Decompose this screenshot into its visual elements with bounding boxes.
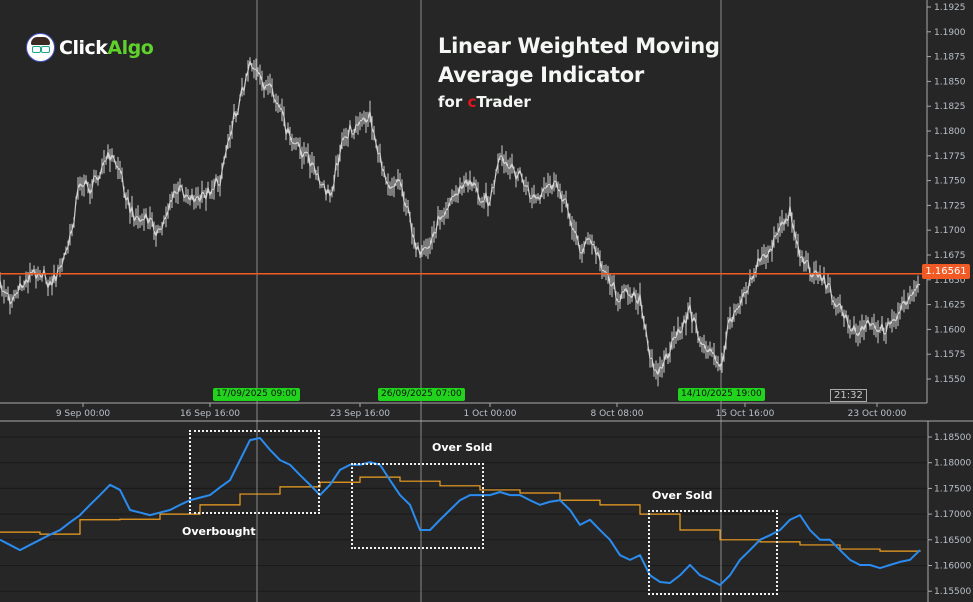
indicator-tick-label: 1.18500 <box>934 433 971 443</box>
marker-badge-1[interactable]: 17/09/2025 09:00 <box>213 388 300 401</box>
marker-badge-3[interactable]: 14/10/2025 19:00 <box>678 388 765 401</box>
clickalgo-logo: ClickAlgo <box>26 33 154 62</box>
price-tick-label: 1.1575 <box>934 350 966 360</box>
price-tick-label: 1.1850 <box>934 77 966 87</box>
time-tick-label: 16 Sep 16:00 <box>180 409 240 419</box>
promo-sub-c: c <box>467 93 477 111</box>
price-tick-label: 1.1800 <box>934 127 966 137</box>
indicator-tick-label: 1.17500 <box>934 484 971 494</box>
marker-badge-2[interactable]: 26/09/2025 07:00 <box>378 388 465 401</box>
time-tick-label: 8 Oct 08:00 <box>591 409 644 419</box>
logo-mascot-icon <box>26 33 55 62</box>
price-tick-label: 1.1775 <box>934 152 966 162</box>
fast-lwma-line <box>0 437 921 587</box>
price-tick-label: 1.1750 <box>934 177 966 187</box>
time-tick-label: 23 Oct 00:00 <box>848 409 907 419</box>
price-tick-label: 1.1825 <box>934 102 966 112</box>
indicator-tick-label: 1.18000 <box>934 459 971 469</box>
promo-sub-rest: Trader <box>476 93 531 111</box>
price-tick-label: 1.1600 <box>934 325 966 335</box>
price-tick-label: 1.1700 <box>934 226 966 236</box>
promo-title: Linear Weighted Moving Average Indicator <box>438 32 720 90</box>
time-tick-label: 1 Oct 00:00 <box>464 409 517 419</box>
oversold-box-1 <box>351 463 484 549</box>
promo-title-line1: Linear Weighted Moving <box>438 34 720 58</box>
price-tick-label: 1.1900 <box>934 28 966 38</box>
promo-subtitle: for cTrader <box>438 93 531 111</box>
oversold-label-1: Over Sold <box>432 441 493 454</box>
price-tick-label: 1.1925 <box>934 3 966 13</box>
price-line <box>0 60 921 377</box>
overbought-box <box>189 430 320 514</box>
time-tick-label: 15 Oct 16:00 <box>716 409 775 419</box>
price-tick-label: 1.1625 <box>934 301 966 311</box>
overbought-label: Overbought <box>182 525 256 538</box>
logo-text-click: Click <box>59 36 108 59</box>
promo-sub-prefix: for <box>438 93 468 111</box>
price-tick-label: 1.1650 <box>934 276 966 286</box>
indicator-tick-label: 1.15500 <box>934 587 971 597</box>
time-tick-label: 23 Sep 16:00 <box>330 409 390 419</box>
price-tick-label: 1.1675 <box>934 251 966 261</box>
indicator-tick-label: 1.16500 <box>934 536 971 546</box>
bar-countdown-label: 21:32 <box>830 389 867 402</box>
indicator-tick-label: 1.16000 <box>934 562 971 572</box>
slow-lwma-line <box>0 476 921 552</box>
promo-title-line2: Average Indicator <box>438 63 644 87</box>
price-tick-label: 1.1875 <box>934 53 966 63</box>
price-tick-label: 1.1550 <box>934 375 966 385</box>
time-tick-label: 9 Sep 00:00 <box>56 409 111 419</box>
oversold-box-2 <box>648 510 778 595</box>
oversold-label-2: Over Sold <box>652 489 713 502</box>
indicator-tick-label: 1.17000 <box>934 510 971 520</box>
price-tick-label: 1.1725 <box>934 201 966 211</box>
current-price-label: 1.16561 <box>922 264 970 279</box>
logo-text-algo: Algo <box>107 36 154 59</box>
